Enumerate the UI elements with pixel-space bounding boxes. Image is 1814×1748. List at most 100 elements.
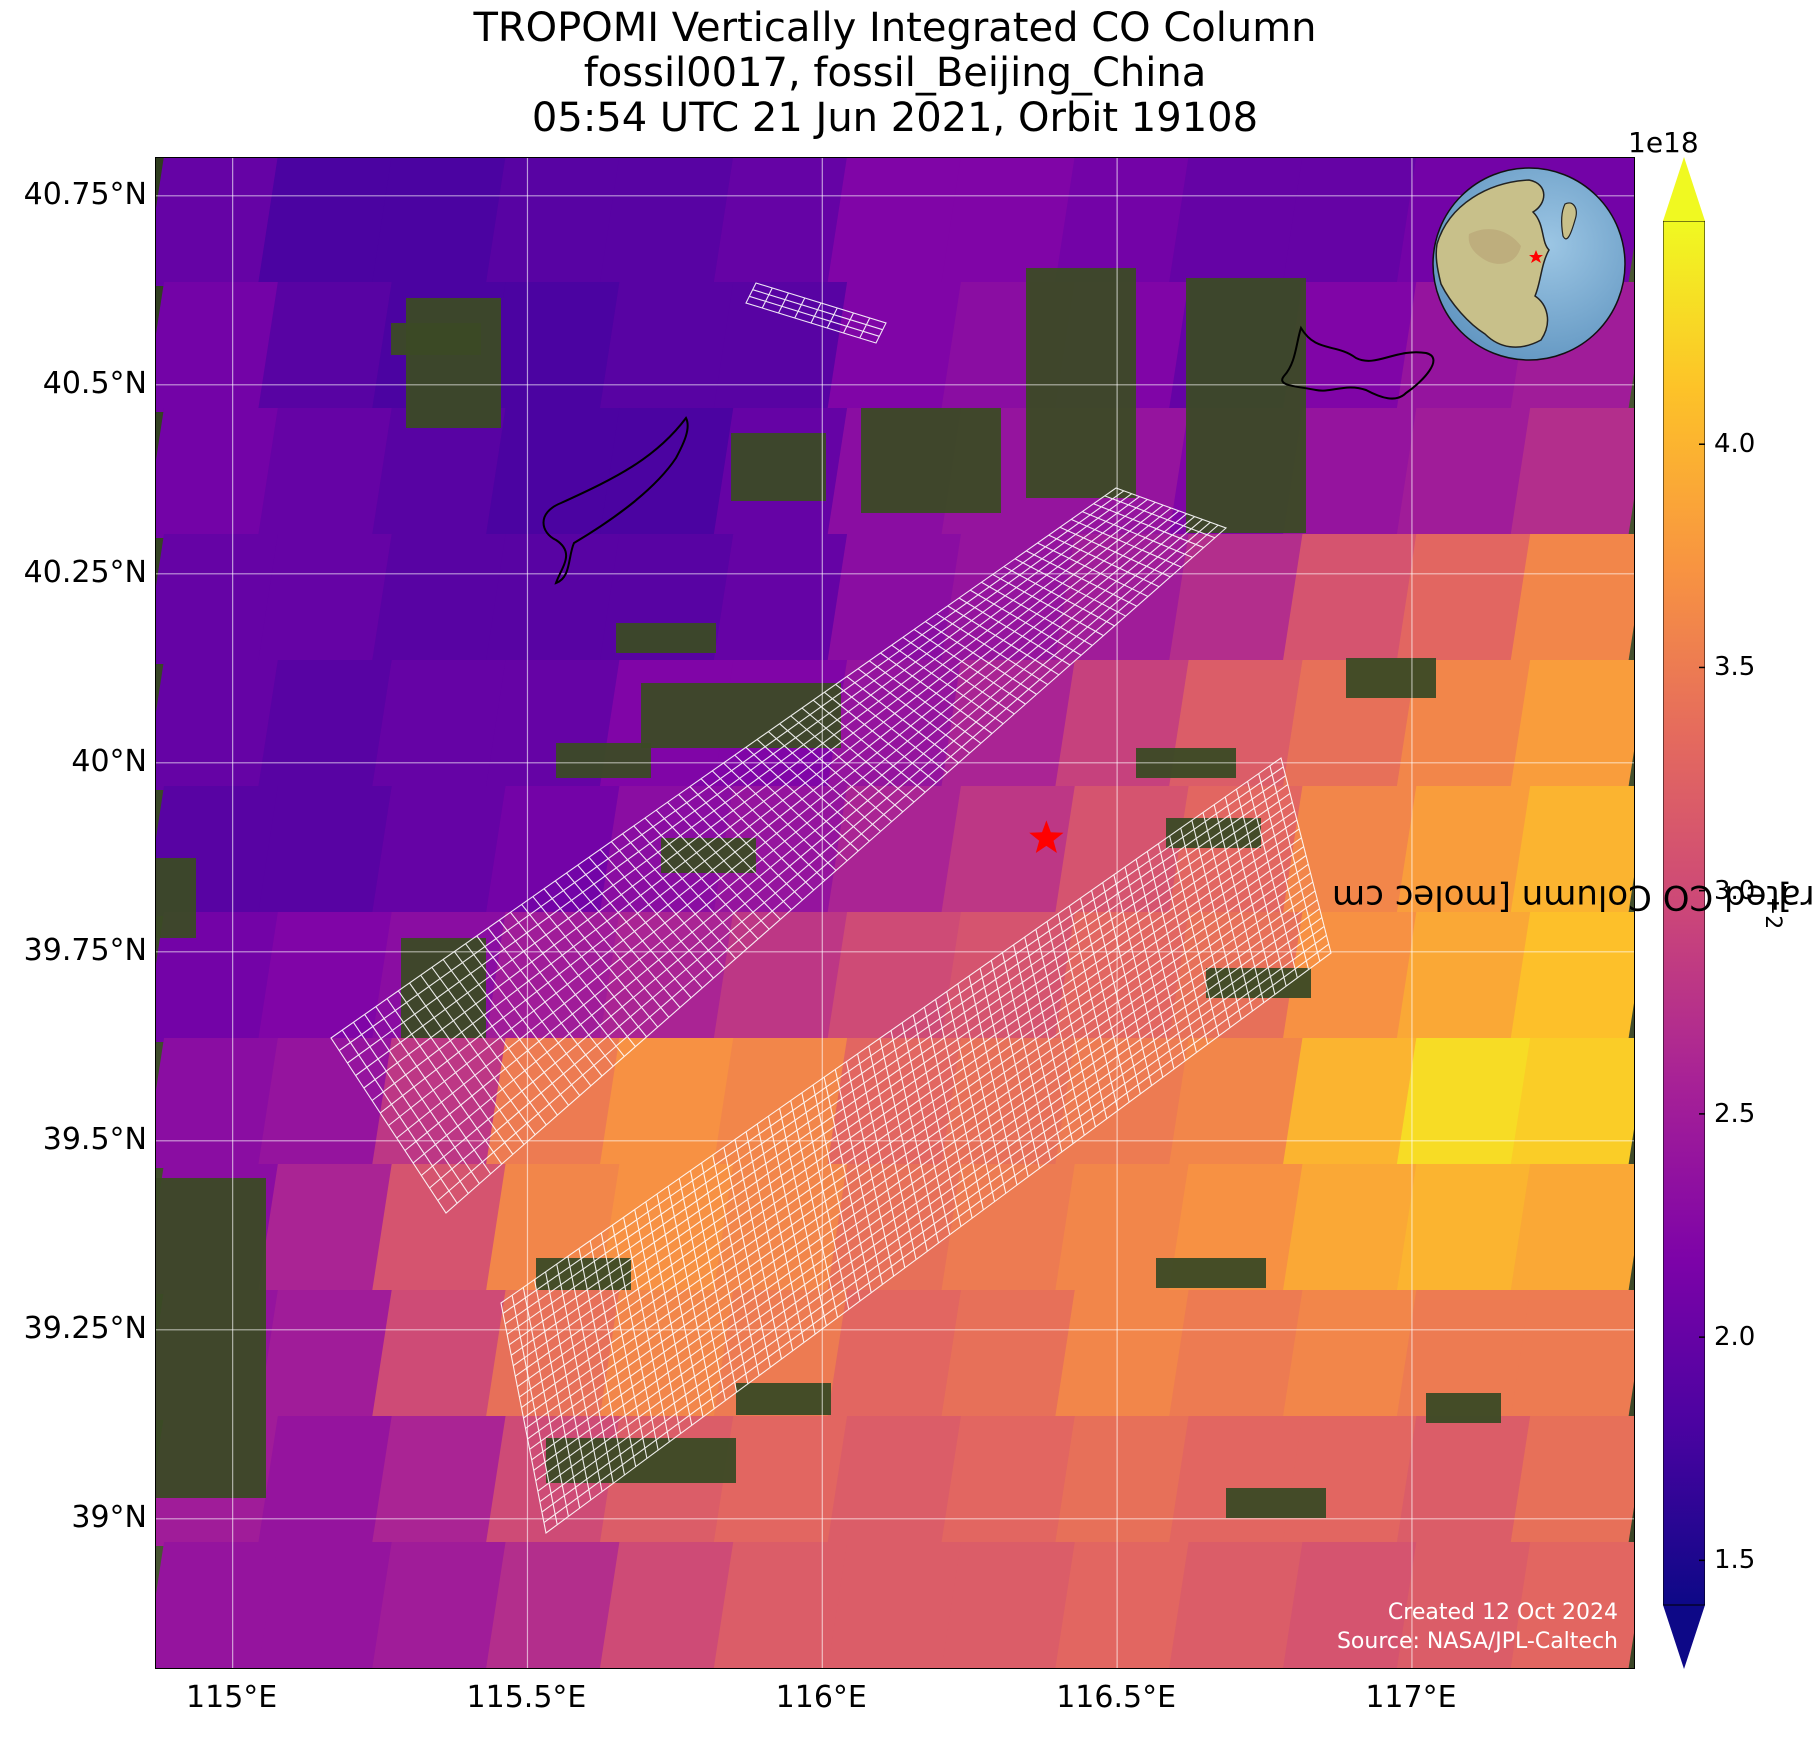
heatmap-cell [827, 282, 965, 412]
title-line-1: TROPOMI Vertically Integrated CO Column [473, 5, 1317, 51]
heatmap-cell [257, 786, 396, 916]
missing-data-patch [536, 1258, 631, 1290]
heatmap-cell [599, 1038, 738, 1168]
heatmap-cell [1054, 1416, 1193, 1546]
heatmap-cell [827, 912, 965, 1042]
swath-lower-mesh-line [531, 890, 1316, 1461]
lon-tick-label: 116°E [775, 1680, 867, 1715]
lat-tick-label: 40.5°N [42, 365, 147, 401]
missing-data-patch [736, 1383, 831, 1415]
heatmap-cell [1282, 408, 1421, 538]
swath-lower-mesh-line [533, 899, 1318, 1471]
heatmap-cell [258, 1542, 396, 1668]
heatmap-cell [156, 912, 282, 1042]
heatmap-cell [940, 1164, 1079, 1294]
heatmap-cell [1396, 912, 1535, 1042]
swath-fragment-mesh-line [794, 297, 806, 319]
co-column-heatmap [156, 158, 1634, 1668]
heatmap-cell [1396, 1416, 1535, 1546]
swath-upper-mesh-line [347, 493, 1133, 1064]
heatmap-cell [257, 660, 396, 790]
swath-lower-mesh-line [529, 881, 1314, 1450]
swath-upper-mesh-line [371, 501, 1156, 1101]
swath-lower-mesh-line [523, 855, 1307, 1419]
swath-fragment-mesh-line [752, 289, 883, 331]
swath-lower-mesh-line [541, 934, 1327, 1513]
heatmap-cell [1510, 1164, 1634, 1294]
heatmap-cell [1510, 1038, 1634, 1168]
globe-japan [1561, 202, 1577, 240]
heatmap-cell [156, 534, 282, 664]
heatmap-cell [1510, 1290, 1634, 1420]
heatmap-cell [257, 912, 396, 1042]
colorbar-tick-label: 4.0 [1714, 429, 1756, 460]
heatmap-cell [1396, 1038, 1535, 1168]
heatmap-cell [257, 534, 396, 664]
heatmap-cell [940, 786, 1079, 916]
colorbar-label-text: TROPOMI Vertically Integrated CO Column … [1332, 876, 1814, 917]
map-panel[interactable]: Created 12 Oct 2024 Source: NASA/JPL-Cal… [155, 157, 1635, 1669]
credit-text: Created 12 Oct 2024 Source: NASA/JPL-Cal… [1337, 1598, 1618, 1656]
globe-highlands [1468, 229, 1521, 264]
heatmap-cell [1510, 1542, 1634, 1668]
swath-fragment-mesh-line [749, 295, 880, 337]
heatmap-cell [1396, 534, 1535, 664]
missing-data-patch [391, 323, 481, 355]
heatmap-cell [1282, 1038, 1421, 1168]
swath-upper-mesh-line [338, 490, 1125, 1051]
swath-upper [330, 487, 1228, 1214]
heatmap-cell [827, 1542, 965, 1668]
swath-lower-mesh-line [519, 837, 1302, 1398]
heatmap-cell [827, 1416, 965, 1546]
lat-tick-label: 39.5°N [42, 1121, 147, 1157]
swath-upper-outline [330, 487, 1228, 1214]
heatmap-cell [1396, 408, 1535, 538]
heatmap-cell [599, 1542, 738, 1668]
missing-data-patch [1226, 1488, 1326, 1518]
heatmap-cell [1168, 1290, 1307, 1420]
heatmap-cell [371, 534, 510, 664]
heatmap-cell [485, 1038, 624, 1168]
site-star-marker [1029, 820, 1064, 853]
heatmap-cell [713, 786, 852, 916]
heatmap-cell [1168, 534, 1307, 664]
heatmap-cell [257, 408, 396, 538]
swath-upper-mesh-line [412, 516, 1195, 1164]
heatmap-cell [1396, 1164, 1535, 1294]
swath-fragment-mesh-line [810, 302, 822, 324]
heatmap-cell [485, 1290, 624, 1420]
heatmap-cell [1282, 786, 1421, 916]
heatmap-cell [486, 1542, 624, 1668]
colorbar-exponent: 1e18 [1628, 126, 1699, 159]
lat-tick-label: 39.75°N [23, 932, 147, 968]
heatmap-cell [1282, 1290, 1421, 1420]
heatmap-cell [156, 408, 282, 538]
heatmap-cell [372, 1542, 510, 1668]
globe-inset [1432, 167, 1626, 361]
heatmap-cell [1282, 1164, 1421, 1294]
missing-data-patch [156, 1178, 266, 1498]
missing-data-patch [401, 938, 486, 1038]
heatmap-cell [1510, 786, 1634, 916]
heatmap-cell [1169, 1542, 1307, 1668]
lat-tick-label: 40.25°N [23, 554, 147, 590]
swath-fragment-mesh-line [761, 287, 773, 309]
heatmap-cell [257, 282, 396, 412]
swath-upper-mesh-line [363, 498, 1148, 1089]
heatmap-cell [156, 282, 282, 412]
swath-lower-mesh-line [506, 784, 1289, 1335]
heatmap-cell [713, 158, 851, 286]
swath-lower-mesh-line [517, 828, 1300, 1388]
credit-source: Source: NASA/JPL-Caltech [1336, 1629, 1618, 1654]
heatmap-cell [156, 660, 282, 790]
heatmap-cell [599, 408, 738, 538]
credit-created: Created 12 Oct 2024 [1387, 1600, 1618, 1625]
swath-upper-mesh-line [379, 504, 1164, 1114]
colorbar [1663, 157, 1705, 1669]
heatmap-cell [1054, 912, 1193, 1042]
missing-data-patch [1346, 658, 1436, 698]
heatmap-cell [713, 534, 852, 664]
missing-data-patch [1426, 1393, 1501, 1423]
title-line-3: 05:54 UTC 21 Jun 2021, Orbit 19108 [531, 95, 1259, 141]
heatmap-cell [1282, 912, 1421, 1042]
